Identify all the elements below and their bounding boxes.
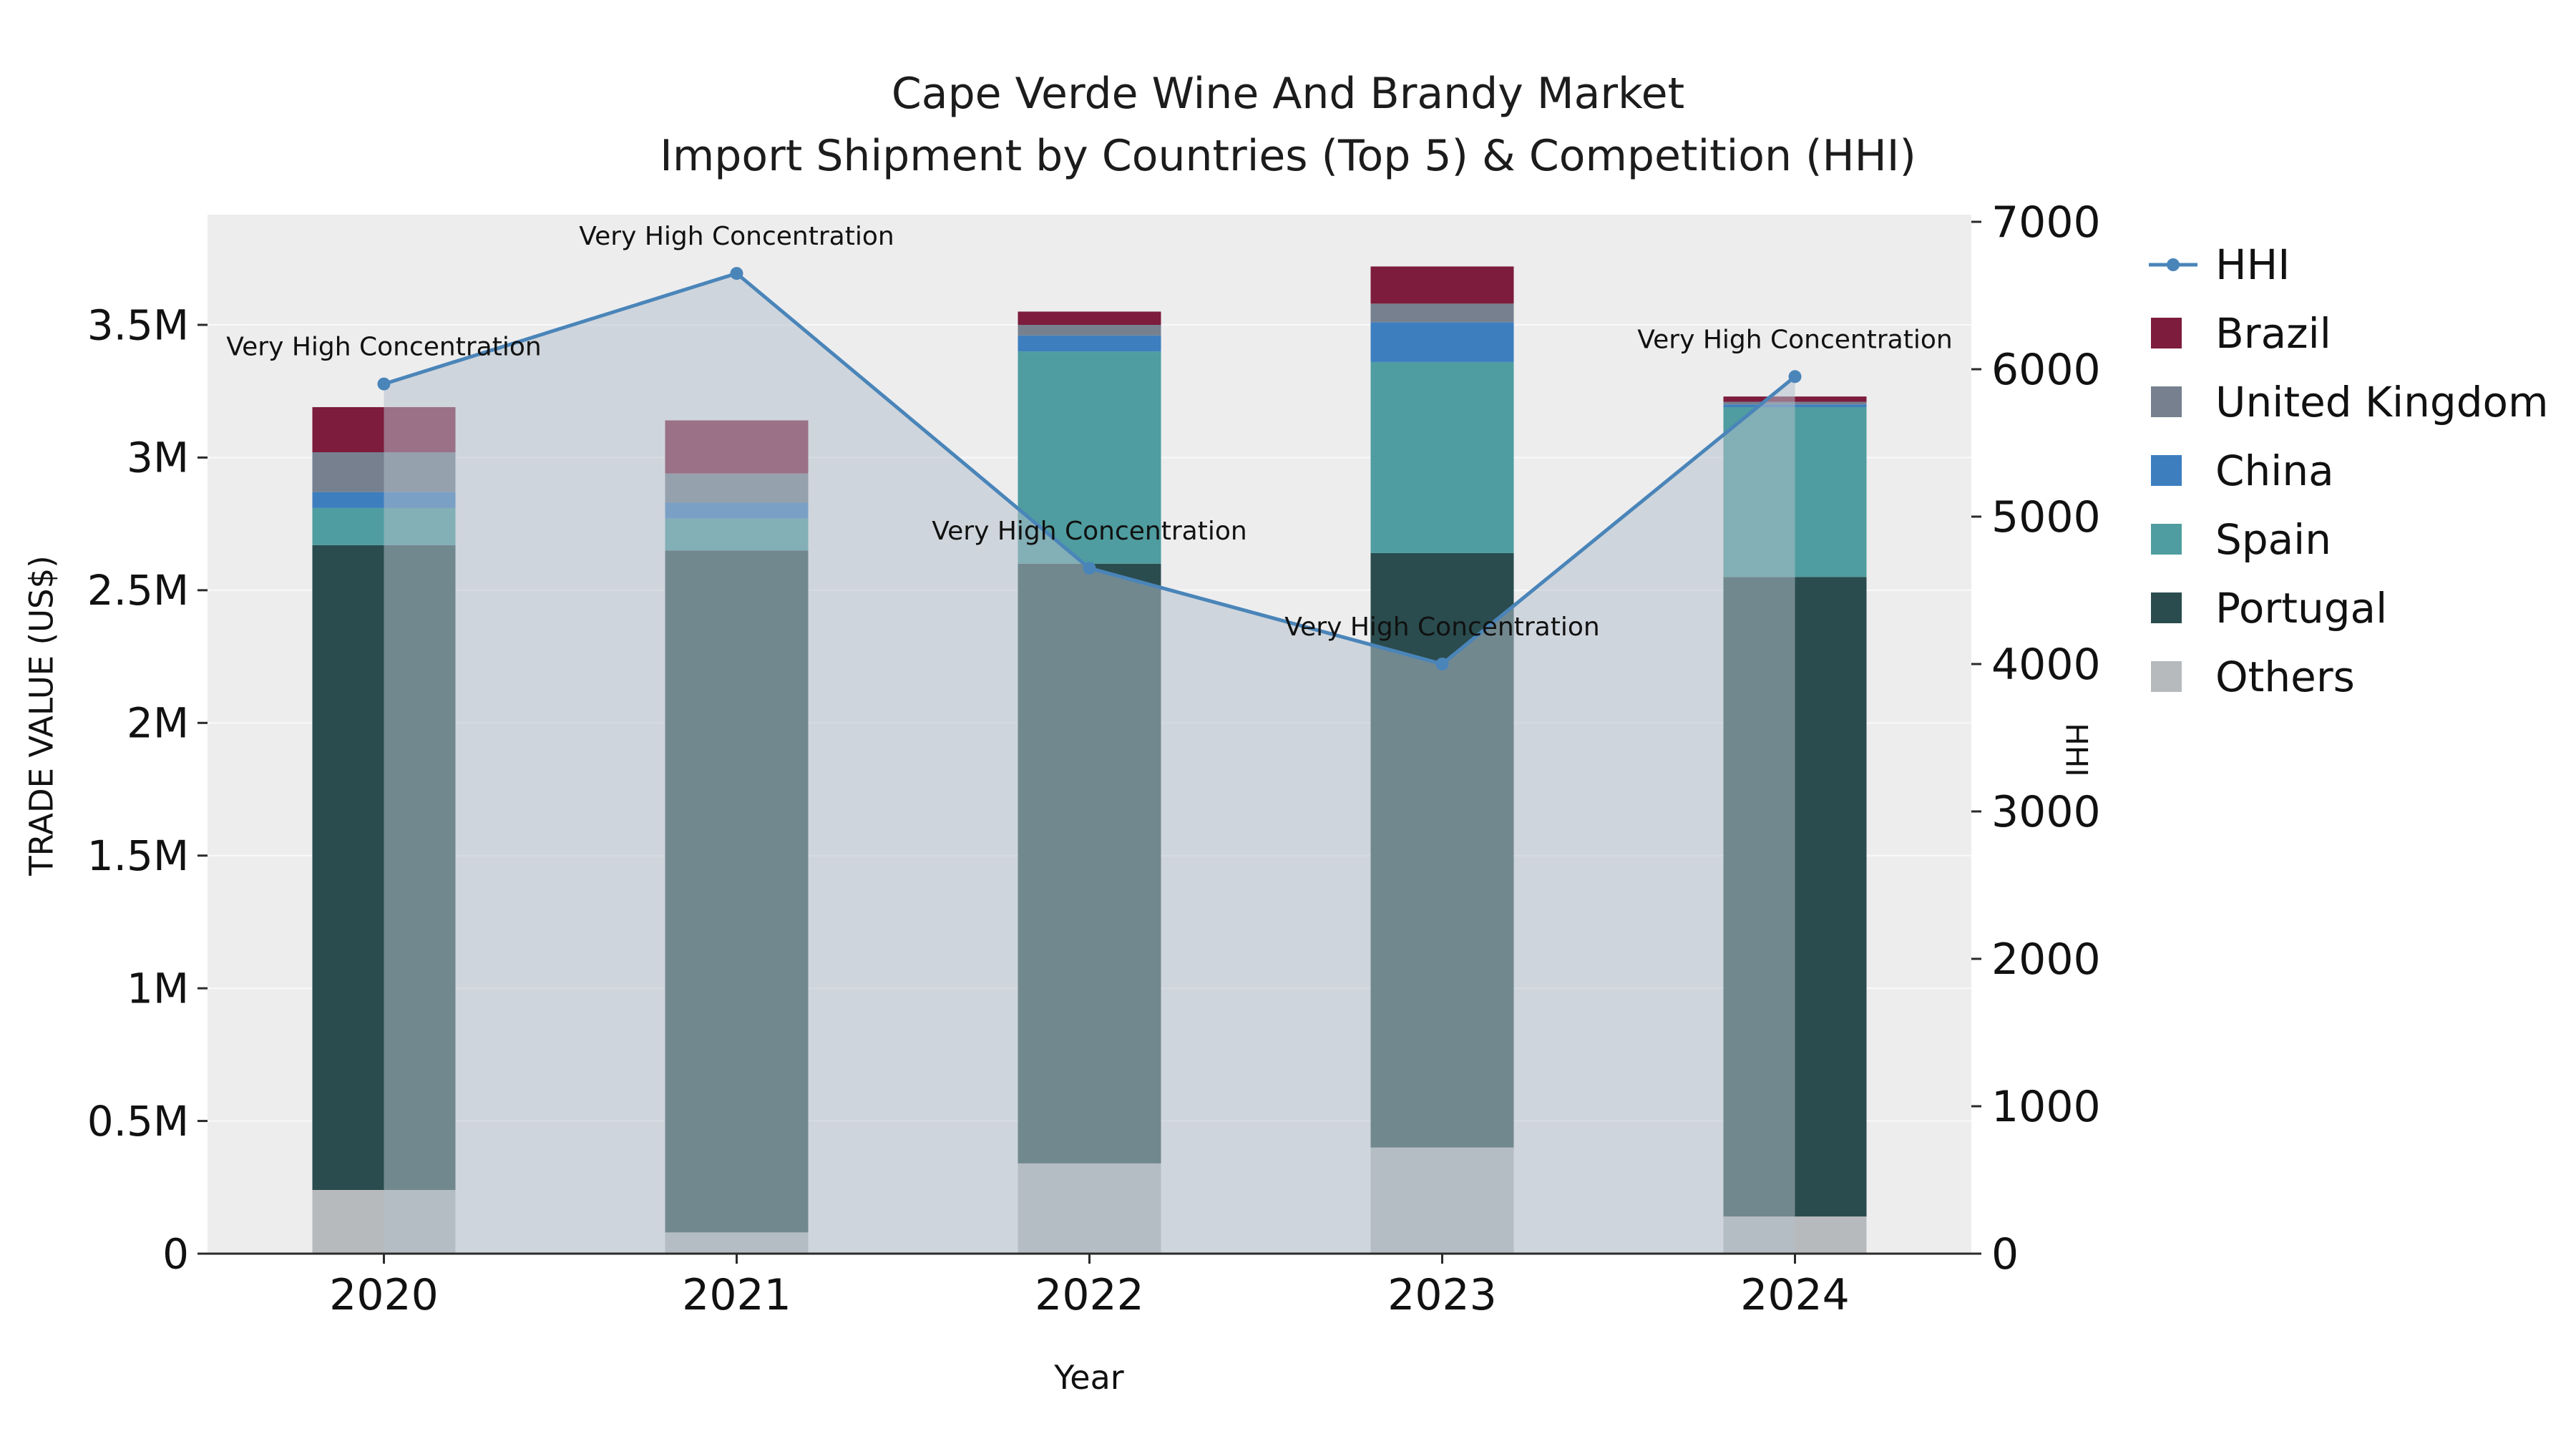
y-left-tick-label: 0.5M: [87, 1097, 189, 1146]
bar-segment-united-kingdom-2023: [1370, 303, 1514, 323]
legend-swatch-china: [2151, 455, 2182, 486]
x-tick-label: 2023: [1387, 1270, 1497, 1320]
x-tick-label: 2021: [682, 1270, 791, 1320]
legend-swatch-spain: [2151, 524, 2182, 555]
legend-item-china: China: [2147, 446, 2549, 495]
bar-segment-brazil-2023: [1370, 266, 1514, 304]
y-left-tick-label: 1M: [127, 964, 189, 1013]
x-tick-label: 2020: [329, 1270, 439, 1320]
legend-label: Portugal: [2215, 583, 2388, 633]
y-left-tick-label: 3M: [127, 434, 189, 482]
y-right-tick-label: 3000: [1991, 787, 2101, 837]
annotation-2023: Very High Concentration: [1284, 613, 1599, 642]
legend-swatch-icon: [2147, 524, 2200, 555]
x-tick-label: 2022: [1035, 1270, 1144, 1320]
hhi-marker-2021: [730, 267, 743, 280]
legend-swatch-brazil: [2151, 318, 2182, 348]
hhi-marker-2023: [1435, 658, 1449, 670]
annotation-2020: Very High Concentration: [226, 333, 541, 362]
y-left-tick-label: 3.5M: [87, 301, 189, 349]
legend-item-united-kingdom: United Kingdom: [2147, 377, 2549, 426]
x-axis-title: Year: [1054, 1358, 1124, 1397]
legend-swatch-united-kingdom: [2151, 386, 2182, 417]
hhi-marker-2020: [377, 377, 391, 391]
chart-title: Cape Verde Wine And Brandy Market Import…: [0, 63, 2576, 187]
y-left-tick-label: 1.5M: [87, 831, 189, 880]
legend-label: Others: [2215, 652, 2355, 701]
legend-item-brazil: Brazil: [2147, 309, 2549, 358]
chart-title-line1: Cape Verde Wine And Brandy Market: [891, 69, 1685, 119]
y-right-tick-label: 0: [1991, 1229, 2019, 1279]
legend-swatch-icon: [2147, 592, 2200, 623]
y-axis-right-title: HHI: [2059, 723, 2094, 777]
y-right-tick-label: 5000: [1991, 492, 2101, 542]
legend-item-spain: Spain: [2147, 515, 2549, 564]
y-right-tick-label: 7000: [1991, 197, 2101, 248]
legend-label: China: [2215, 446, 2334, 495]
legend-swatch-portugal: [2151, 592, 2182, 623]
legend-item-portugal: Portugal: [2147, 584, 2549, 633]
bar-segment-spain-2023: [1370, 361, 1514, 553]
y-left-tick-label: 0: [162, 1229, 189, 1278]
legend-item-hhi: HHI: [2147, 240, 2549, 289]
y-right-tick-label: 1000: [1991, 1082, 2101, 1132]
annotation-2021: Very High Concentration: [579, 222, 894, 251]
hhi-marker-2022: [1083, 562, 1096, 575]
x-tick-label: 2024: [1740, 1270, 1850, 1320]
bar-segment-china-2023: [1370, 322, 1514, 362]
legend-label: Spain: [2215, 514, 2332, 564]
legend-swatch-icon: [2147, 455, 2200, 486]
legend-item-others: Others: [2147, 652, 2549, 701]
legend-label: United Kingdom: [2215, 377, 2549, 426]
y-right-tick-label: 6000: [1991, 345, 2101, 395]
y-left-tick-label: 2.5M: [87, 566, 189, 615]
bar-segment-china-2022: [1018, 335, 1161, 352]
y-axis-left-title: TRADE VALUE (US$): [22, 555, 61, 876]
bar-segment-brazil-2022: [1018, 311, 1161, 325]
annotation-2024: Very High Concentration: [1637, 325, 1952, 354]
legend: HHI Brazil United Kingdom China Spain Portuga…: [2147, 240, 2549, 701]
legend-line-marker-icon: [2147, 253, 2200, 276]
legend-swatch-icon: [2147, 661, 2200, 692]
annotation-2022: Very High Concentration: [932, 517, 1246, 546]
bar-segment-united-kingdom-2022: [1018, 325, 1161, 336]
legend-label: Brazil: [2215, 308, 2331, 358]
hhi-marker-2024: [1788, 370, 1802, 384]
legend-label: HHI: [2215, 240, 2290, 289]
y-right-tick-label: 2000: [1991, 935, 2101, 985]
chart-title-line2: Import Shipment by Countries (Top 5) & C…: [660, 131, 1916, 181]
y-right-tick-label: 4000: [1991, 640, 2101, 690]
legend-swatch-icon: [2147, 386, 2200, 417]
legend-swatch-others: [2151, 661, 2182, 692]
y-left-tick-label: 2M: [127, 699, 189, 748]
legend-swatch-icon: [2147, 318, 2200, 348]
hhi-area-fill: [384, 273, 1795, 1254]
